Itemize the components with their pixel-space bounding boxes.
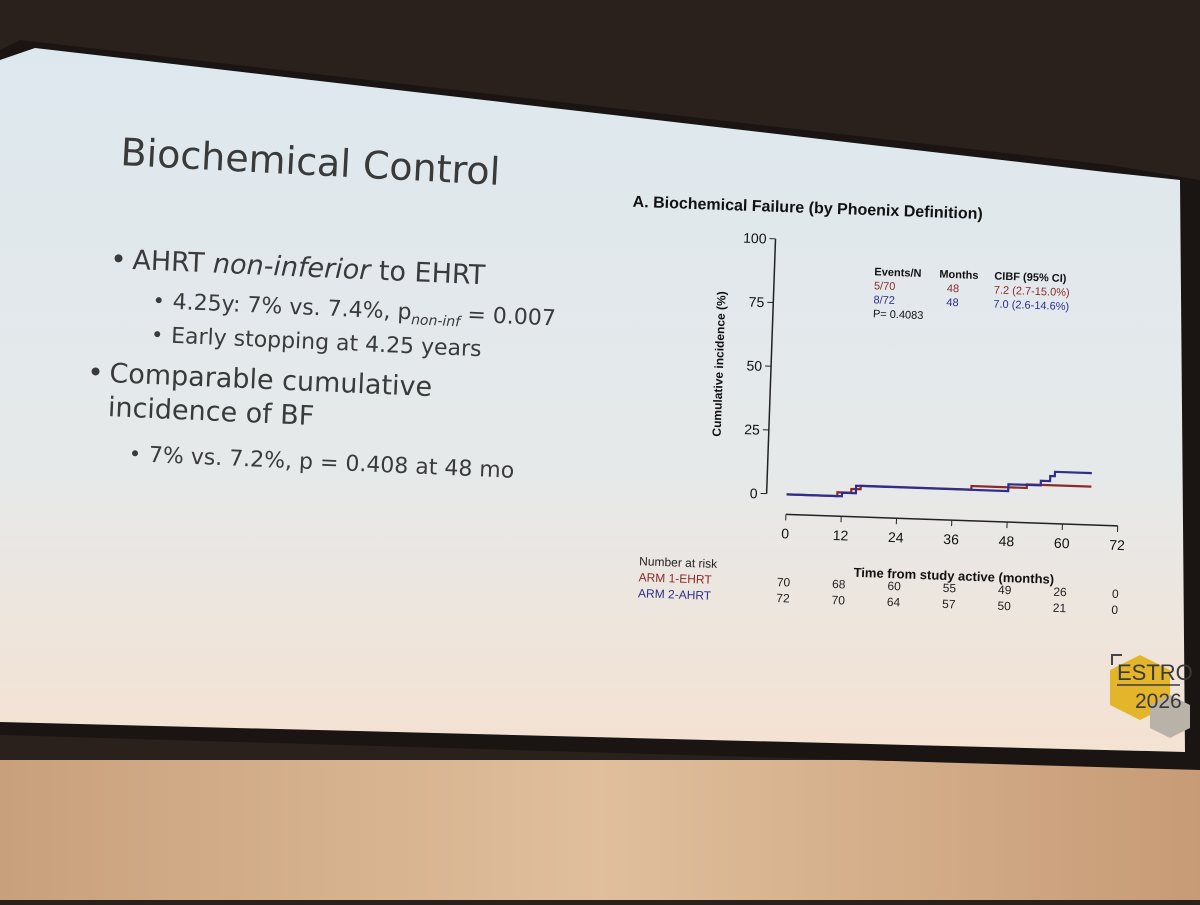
text-part: non-inf [411, 312, 463, 330]
y-tick-label: 25 [744, 421, 760, 438]
risk-count: 70 [831, 593, 845, 607]
y-tick-label: 100 [743, 230, 767, 247]
logo-text: 2026 [1135, 690, 1182, 713]
risk-row-label: ARM 1-EHRT [638, 570, 712, 587]
curtain [0, 760, 1200, 900]
annotation-header: Months [939, 269, 979, 282]
y-tick-label: 75 [748, 294, 764, 311]
risk-count: 70 [777, 575, 791, 589]
annotation-cell: 48 [947, 283, 960, 295]
risk-count: 64 [887, 595, 901, 609]
x-tick-label: 24 [888, 529, 904, 546]
text-part: AHRT [132, 245, 214, 279]
risk-count: 60 [887, 579, 901, 593]
risk-count: 0 [1112, 587, 1119, 601]
risk-count: 21 [1053, 601, 1067, 615]
risk-row-label: ARM 2-AHRT [638, 586, 712, 603]
x-tick-label: 0 [781, 525, 790, 541]
risk-count: 57 [942, 597, 956, 611]
annotation-cell: 5/70 [874, 280, 896, 293]
annotation-header: CIBF (95% CI) [994, 270, 1067, 285]
risk-count: 26 [1053, 585, 1067, 599]
annotation-cell: 8/72 [873, 294, 895, 307]
annotation-p-value: P= 0.4083 [873, 308, 924, 322]
risk-count: 72 [776, 591, 790, 605]
text-part: = 0.007 [460, 302, 556, 331]
x-tick-label: 48 [998, 533, 1014, 550]
risk-count: 68 [832, 577, 846, 591]
x-tick-label: 72 [1109, 537, 1125, 554]
y-tick-label: 0 [750, 485, 759, 501]
x-tick-label: 36 [943, 531, 959, 548]
risk-count: 50 [997, 599, 1011, 613]
annotation-header: Events/N [874, 266, 922, 280]
y-tick-label: 50 [746, 357, 762, 374]
risk-count: 55 [943, 581, 957, 595]
risk-title: Number at risk [639, 554, 718, 571]
x-tick-label: 60 [1054, 535, 1070, 552]
risk-count: 49 [998, 583, 1012, 597]
annotation-cell: 48 [946, 297, 959, 309]
risk-count: 0 [1111, 603, 1118, 617]
x-tick-label: 12 [832, 527, 848, 544]
logo-text: ESTRO [1117, 660, 1193, 685]
text-part: to EHRT [370, 255, 487, 291]
